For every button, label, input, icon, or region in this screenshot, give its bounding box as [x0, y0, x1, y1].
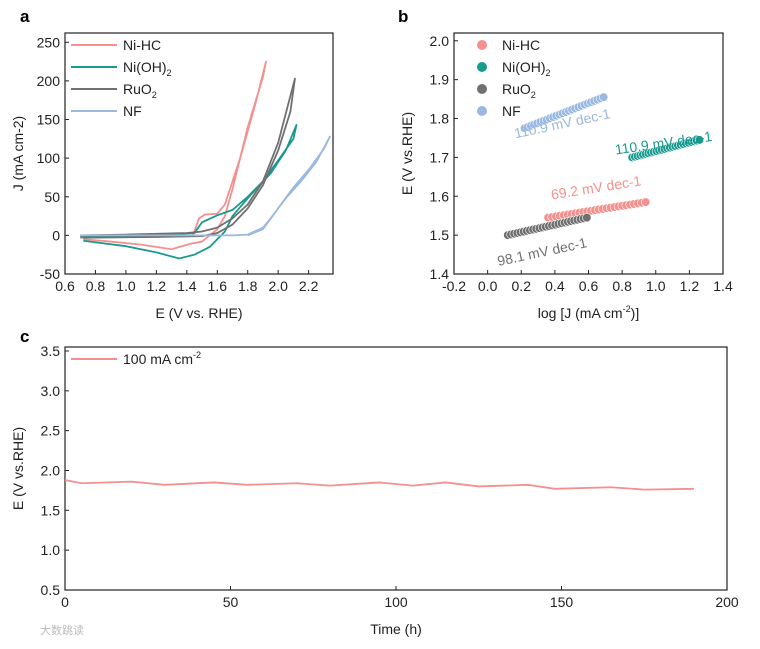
y-tick-label: 150 — [37, 112, 61, 128]
x-tick-label: 0 — [61, 594, 69, 610]
x-tick-label: 0.2 — [512, 278, 532, 294]
series-line-ni-oh-2 — [80, 124, 298, 260]
y-axis-title: J (mA cm-2) — [10, 116, 26, 191]
legend-label: 100 mA cm-2 — [123, 350, 201, 367]
y-tick-label: 2.0 — [41, 462, 61, 478]
x-tick-label: 1.4 — [177, 278, 197, 294]
x-tick-label: 0.8 — [86, 278, 106, 294]
y-tick-label: 1.5 — [430, 227, 450, 243]
legend-label: Ni(OH)2 — [502, 59, 551, 78]
x-tick-label: 1.0 — [646, 278, 666, 294]
legend-marker — [477, 62, 487, 72]
x-tick-label: 150 — [550, 594, 574, 610]
x-tick-label: 0.8 — [612, 278, 632, 294]
y-tick-label: 3.5 — [41, 343, 61, 359]
panel-a-label: a — [20, 7, 30, 26]
y-tick-label: 200 — [37, 73, 61, 89]
panel-c-label: c — [20, 327, 29, 346]
y-axis-title: E (V vs.RHE) — [399, 112, 415, 195]
x-tick-label: 50 — [223, 594, 239, 610]
y-tick-label: 1.6 — [430, 188, 450, 204]
legend-marker — [477, 40, 487, 50]
y-tick-label: 1.0 — [41, 542, 61, 558]
y-axis-title: E (V vs.RHE) — [10, 427, 26, 510]
data-point — [599, 92, 609, 102]
panel-a: 0.6 0.8 1.0 1.2 1.4 1.6 1.8 2.0 2.2 -50 0 50 100 150 2… — [10, 32, 334, 321]
series-line-ni-hc — [80, 60, 267, 251]
x-tick-label: 100 — [384, 594, 408, 610]
legend-label: NF — [502, 103, 521, 119]
y-tick-label: 100 — [37, 150, 61, 166]
legend-marker — [477, 106, 487, 116]
x-tick-label: 0.0 — [478, 278, 498, 294]
y-tick-label: 2.0 — [430, 33, 450, 49]
y-tick-label: 0.5 — [41, 582, 61, 598]
data-point — [694, 135, 705, 145]
data-point — [641, 197, 651, 207]
x-axis-title: E (V vs. RHE) — [155, 305, 242, 321]
legend-label: Ni-HC — [123, 37, 161, 53]
y-tick-label: 250 — [37, 34, 61, 50]
y-tick-label: 50 — [44, 189, 60, 205]
x-tick-label: 0.4 — [545, 278, 565, 294]
x-tick-label: 2.0 — [268, 278, 288, 294]
x-tick-label: 2.2 — [299, 278, 319, 294]
y-tick-label: 1.7 — [430, 149, 450, 165]
plot-frame — [453, 32, 724, 275]
plot-frame — [64, 32, 334, 275]
y-tick-label: 2.5 — [41, 423, 61, 439]
x-tick-label: 1.4 — [713, 278, 733, 294]
series-line-nf — [80, 135, 331, 237]
x-tick-label: 1.6 — [208, 278, 228, 294]
y-tick-label: 1.9 — [430, 72, 450, 88]
x-tick-label: 1.2 — [680, 278, 700, 294]
series-line-100-ma-cm-2 — [64, 479, 694, 491]
series-line-ruo2 — [80, 77, 296, 239]
x-tick-label: 1.2 — [147, 278, 167, 294]
x-tick-label: -0.2 — [442, 278, 466, 294]
y-tick-label: -50 — [40, 266, 60, 282]
x-tick-label: 1.0 — [116, 278, 136, 294]
legend-label: RuO2 — [502, 81, 536, 100]
y-tick-label: 1.5 — [41, 502, 61, 518]
legend-label: RuO2 — [123, 81, 157, 100]
plot-frame — [64, 346, 728, 591]
x-tick-label: 0.6 — [579, 278, 599, 294]
x-axis-title: Time (h) — [370, 621, 422, 637]
legend-label: Ni-HC — [502, 37, 540, 53]
x-tick-label: 200 — [715, 594, 739, 610]
y-tick-label: 3.0 — [41, 383, 61, 399]
panel-b: -0.2 0.0 0.2 0.4 0.6 0.8 1.0 1.2 1.4 1.4 1.5 1.6 1.7… — [399, 32, 733, 321]
legend-marker — [477, 84, 487, 94]
y-tick-label: 0 — [52, 227, 60, 243]
x-axis-title: log [J (mA cm-2)] — [538, 304, 639, 321]
legend-label: Ni(OH)2 — [123, 59, 172, 78]
y-tick-label: 1.8 — [430, 111, 450, 127]
x-tick-label: 0.6 — [55, 278, 75, 294]
watermark: 大数跳读 — [40, 623, 84, 637]
slope-label: 69.2 mV dec-1 — [550, 172, 643, 202]
panel-b-label: b — [398, 7, 408, 26]
legend-label: NF — [123, 103, 142, 119]
y-tick-label: 1.4 — [430, 266, 450, 282]
panel-c: 0 50 100 150 200 0.5 1.0 1.5 2.0 2.5 3.0 3.5 Time (h… — [10, 343, 739, 637]
slope-label: 98.1 mV dec-1 — [496, 234, 589, 269]
x-tick-label: 1.8 — [238, 278, 258, 294]
data-point — [582, 213, 592, 223]
